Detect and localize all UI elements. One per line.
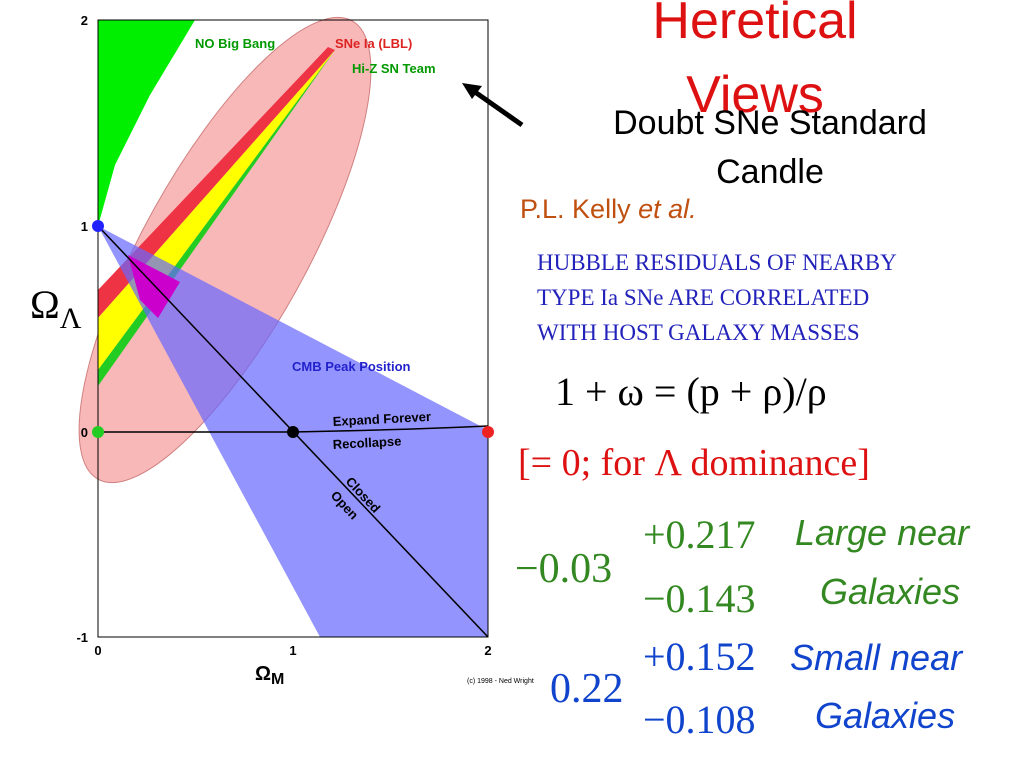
- result-large: −0.03 +0.217 −0.143 Large near Galaxies: [515, 512, 971, 621]
- title: Views: [686, 66, 824, 124]
- citation: P.L. Kelly et al.: [520, 194, 697, 224]
- frame: [97, 19, 489, 638]
- region-label: SNe Ia (LBL): [335, 36, 412, 51]
- equation-note: [= 0; for Λ dominance]: [518, 442, 870, 484]
- result-label: Galaxies: [820, 571, 960, 612]
- y-label: ΩΛ: [30, 282, 82, 335]
- expand-line: [98, 425, 489, 433]
- abstract: HUBBLE RESIDUALS OF NEARBY: [537, 250, 897, 275]
- abstract: TYPE Ia SNe ARE CORRELATED: [537, 285, 869, 310]
- arrow: [473, 89, 524, 128]
- result-plus: +0.217: [643, 512, 756, 557]
- no-big-bang-region: [98, 20, 195, 226]
- plot: 2 1 0 -1 0 1 2 ΩM ΩΛ NO Big Bang SNe Ia …: [30, 13, 534, 688]
- region-label: NO Big Bang: [195, 36, 275, 51]
- result-value: 0.22: [550, 666, 624, 712]
- result-small: 0.22 +0.152 −0.108 Small near Galaxies: [550, 634, 964, 742]
- region-label: Hi-Z SN Team: [352, 61, 436, 76]
- x-label: ΩM: [255, 663, 284, 688]
- result-minus: −0.143: [643, 576, 756, 621]
- x-tick: 1: [289, 643, 296, 658]
- arrow-head: [462, 83, 482, 99]
- region-label: CMB Peak Position: [292, 359, 411, 374]
- point: [92, 220, 104, 232]
- result-label: Small near: [790, 637, 964, 678]
- line-label: Expand Forever: [332, 409, 431, 429]
- authors: P.L. Kelly: [520, 194, 631, 224]
- credit: (c) 1998 - Ned Wright: [467, 678, 534, 685]
- x-tick: 2: [484, 643, 491, 658]
- point: [482, 426, 494, 438]
- symbol: Ω: [255, 663, 271, 685]
- point: [287, 426, 299, 438]
- result-label: Galaxies: [815, 695, 955, 736]
- y-tick: 1: [81, 219, 88, 234]
- subscript: M: [271, 671, 284, 688]
- result-plus: +0.152: [643, 634, 756, 679]
- etal: et al.: [638, 194, 697, 224]
- subtitle: Doubt SNe Standard: [613, 104, 927, 142]
- y-tick: 2: [81, 13, 88, 28]
- subtitle: Candle: [716, 153, 824, 191]
- lbl-band: [98, 47, 335, 318]
- result-label: Large near: [795, 512, 971, 553]
- y-tick: 0: [81, 425, 88, 440]
- result-minus: −0.108: [643, 697, 756, 742]
- equation: 1 + ω = (p + ρ)/ρ: [555, 369, 827, 414]
- line-label: Recollapse: [332, 433, 401, 452]
- point: [92, 426, 104, 438]
- result-value: −0.03: [515, 546, 612, 592]
- subscript: Λ: [60, 302, 82, 335]
- x-tick: 0: [94, 643, 101, 658]
- title: Heretical: [652, 0, 857, 50]
- symbol: Ω: [30, 282, 60, 327]
- y-tick: -1: [76, 630, 88, 645]
- abstract: WITH HOST GALAXY MASSES: [537, 320, 860, 345]
